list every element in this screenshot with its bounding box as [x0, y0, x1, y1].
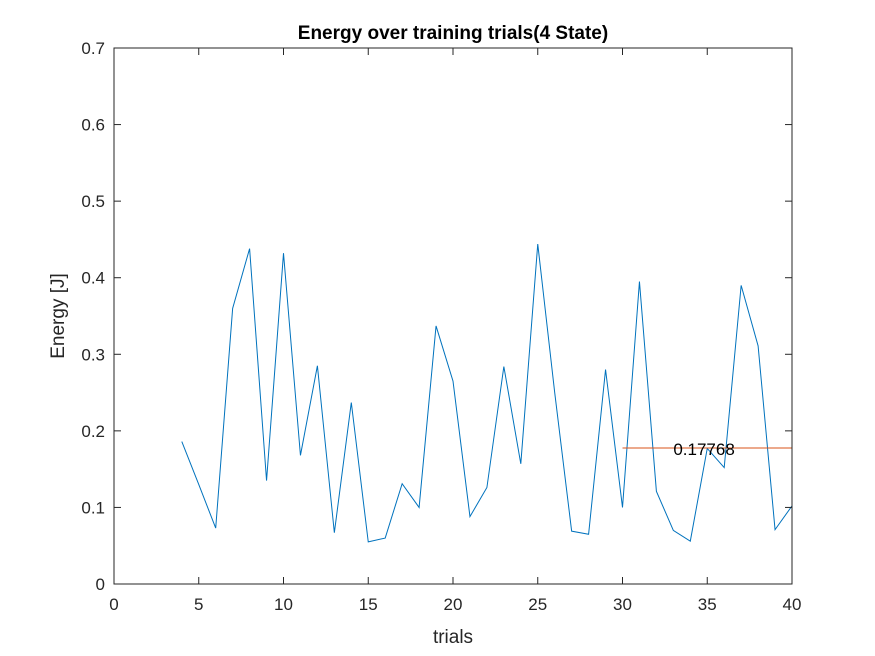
x-tick-label: 30 — [613, 595, 632, 614]
x-tick-label: 25 — [528, 595, 547, 614]
y-tick-label: 0.6 — [81, 116, 105, 135]
annotation-layer: 0.17768 — [673, 440, 734, 459]
series-line-0 — [181, 243, 793, 543]
y-axis-label: Energy [J] — [48, 273, 69, 359]
x-tick-label: 0 — [109, 595, 118, 614]
x-tick-label: 5 — [194, 595, 203, 614]
x-tick-label: 40 — [783, 595, 802, 614]
x-tick-label: 20 — [444, 595, 463, 614]
series-layer — [181, 243, 793, 543]
annotation-label: 0.17768 — [673, 440, 734, 459]
y-tick-label: 0.2 — [81, 422, 105, 441]
y-tick-label: 0.4 — [81, 269, 105, 288]
x-tick-label: 10 — [274, 595, 293, 614]
y-tick-label: 0.3 — [81, 345, 105, 364]
y-tick-label: 0.5 — [81, 192, 105, 211]
y-tick-label: 0.7 — [81, 39, 105, 58]
y-tick-label: 0.1 — [81, 498, 105, 517]
y-tick-label: 0 — [96, 575, 105, 594]
ticks-layer: 0 5 10 15 20 25 30 35 40 0 0.1 0.2 0.3 0.4 0.5 0.6 0.7 — [81, 39, 801, 614]
x-tick-label: 15 — [359, 595, 378, 614]
x-axis-label: trials — [433, 627, 473, 648]
chart-title: Energy over training trials(4 State) — [298, 23, 608, 44]
plot-area — [114, 48, 792, 584]
x-tick-label: 35 — [698, 595, 717, 614]
